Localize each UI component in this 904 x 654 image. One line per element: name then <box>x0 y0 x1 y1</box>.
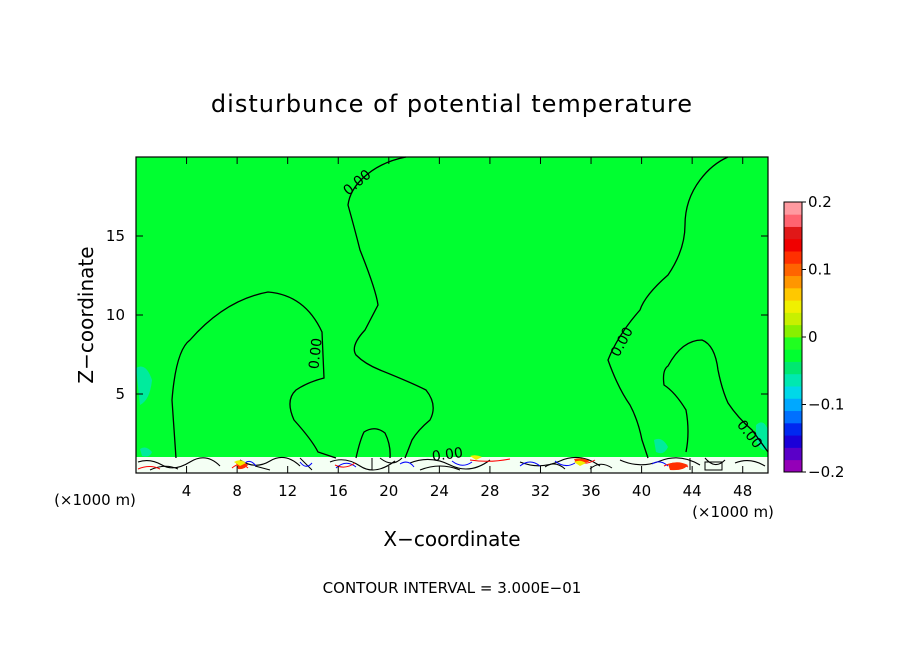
zero-contour-right-column <box>607 156 729 459</box>
x-tick-label: 24 <box>430 482 449 500</box>
y-axis-title: Z−coordinate <box>74 246 98 383</box>
colorbar-tick-label: −0.2 <box>808 463 844 481</box>
x-tick-label: 12 <box>278 482 297 500</box>
y-tick-label: 15 <box>106 227 125 245</box>
zero-contour-central-column <box>347 156 434 459</box>
colorbar-tick-label: 0.2 <box>808 193 832 211</box>
surface-contours-blue <box>243 460 669 469</box>
colorbar-swatch <box>784 435 802 448</box>
y-tick-label: 10 <box>106 306 125 324</box>
colorbar-swatch <box>784 238 802 252</box>
x-tick-label: 36 <box>581 482 600 500</box>
chart-title: disturbunce of potential temperature <box>211 90 693 118</box>
surface-contours-black-2 <box>149 457 723 471</box>
x-tick-label: 4 <box>182 482 192 500</box>
colorbar-swatch <box>784 373 802 387</box>
colorbar-tick-label: 0 <box>808 328 818 346</box>
y-axis-ticks: 5 10 15 <box>106 227 768 403</box>
contour-label-surface: 0.00 <box>431 445 464 465</box>
plot-background <box>136 157 768 473</box>
zero-contour-left-dome <box>171 291 337 459</box>
colorbar-swatch <box>784 251 802 264</box>
colorbar-swatch <box>784 337 802 350</box>
colorbar-tick-label: 0.1 <box>808 261 832 279</box>
colorbar-swatch <box>784 324 802 338</box>
zero-contour-small-bump <box>355 428 391 459</box>
contour-interval-footer: CONTOUR INTERVAL = 3.000E−01 <box>323 579 582 597</box>
colorbar-swatch <box>784 361 802 375</box>
colorbar-swatch <box>784 447 802 461</box>
x-tick-label: 48 <box>733 482 752 500</box>
colorbar-swatch <box>784 214 802 227</box>
x-tick-label: 44 <box>683 482 702 500</box>
colorbar-swatch <box>784 275 802 289</box>
x-tick-label: 8 <box>232 482 242 500</box>
x-axis-ticks: 4 8 12 16 20 24 28 32 36 40 44 48 <box>182 157 752 500</box>
colorbar-swatches <box>784 202 802 473</box>
plot-area: 0.00 0.00 0.00 0.00 0.00 <box>135 156 769 474</box>
colorbar-swatch <box>784 226 802 240</box>
x-tick-label: 32 <box>531 482 550 500</box>
x-unit-right: (×1000 m) <box>692 503 774 521</box>
surface-noise-layer <box>136 366 768 473</box>
colorbar-swatch <box>784 386 802 399</box>
x-tick-label: 20 <box>379 482 398 500</box>
colorbar-swatch <box>784 459 802 473</box>
colorbar-swatch <box>784 349 802 362</box>
colorbar-swatch <box>784 410 802 424</box>
colorbar-swatch <box>784 287 802 301</box>
colorbar-swatch <box>784 422 802 436</box>
colorbar-swatch <box>784 300 802 313</box>
x-unit-left: (×1000 m) <box>54 491 136 509</box>
x-tick-label: 28 <box>480 482 499 500</box>
x-tick-label: 40 <box>632 482 651 500</box>
colorbar-swatch <box>784 312 802 326</box>
colorbar-swatch <box>784 263 802 277</box>
y-tick-label: 5 <box>115 385 125 403</box>
colorbar-ticks: 0.2 0.1 0 −0.1 −0.2 <box>802 193 844 481</box>
colorbar: 0.2 0.1 0 −0.1 −0.2 <box>783 193 844 481</box>
x-tick-label: 16 <box>329 482 348 500</box>
colorbar-swatch <box>784 398 802 412</box>
colorbar-tick-label: −0.1 <box>808 396 844 414</box>
colorbar-swatch <box>784 202 802 215</box>
zero-contours <box>171 156 769 459</box>
zero-contour-right-lobe <box>662 339 769 453</box>
contour-label-left: 0.00 <box>306 337 325 370</box>
x-axis-title: X−coordinate <box>383 527 520 551</box>
